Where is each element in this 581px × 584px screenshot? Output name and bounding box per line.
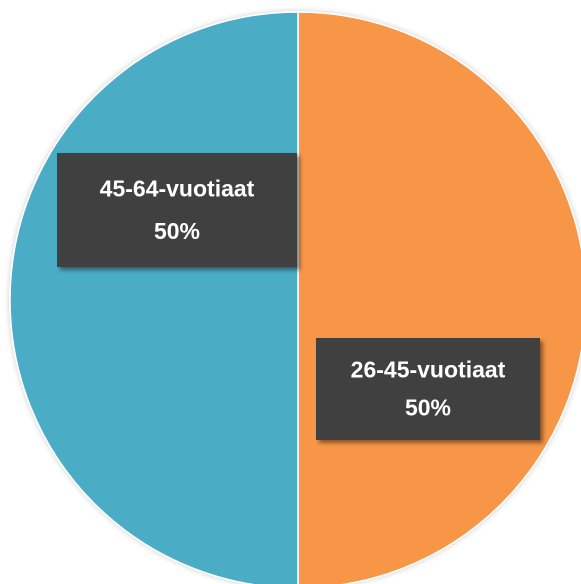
category-label: 26-45-vuotiaat [351,357,506,383]
labels: 26-45-vuotiaat 50% 45-64-vuotiaat 50% [57,153,540,440]
pie-slice [9,11,299,584]
category-label: 45-64-vuotiaat [100,176,255,202]
pie-slice [297,11,581,584]
value-label: 50% [405,394,451,420]
label-box [57,153,297,267]
pie [9,11,581,584]
value-label: 50% [154,218,200,244]
label-box [316,338,540,440]
